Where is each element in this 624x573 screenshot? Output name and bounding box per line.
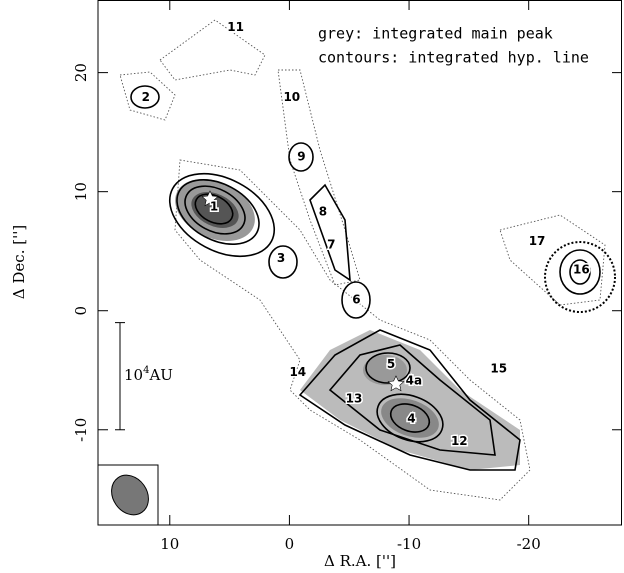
x-tick-label: -20 bbox=[517, 535, 541, 553]
frame bbox=[97, 0, 622, 526]
x-tick-label: -10 bbox=[397, 535, 421, 553]
y-tick-label: -10 bbox=[72, 418, 90, 442]
source-label: 4a bbox=[406, 373, 422, 387]
y-tick-label: 10 bbox=[72, 182, 90, 201]
source-label: 8 bbox=[319, 204, 327, 218]
x-axis-label: Δ R.A. [''] bbox=[324, 552, 396, 570]
source-label: 3 bbox=[277, 251, 285, 265]
source-label: 16 bbox=[573, 263, 590, 277]
source-label: 6 bbox=[352, 293, 360, 307]
source-label: 4 bbox=[407, 412, 415, 426]
legend-text: contours: integrated hyp. line bbox=[318, 49, 589, 67]
source-label: 12 bbox=[451, 434, 468, 448]
scale-bar-exponent: 4 bbox=[143, 365, 149, 376]
source-label: 15 bbox=[490, 362, 507, 376]
legend-text: grey: integrated main peak bbox=[318, 25, 553, 43]
y-tick-label: 0 bbox=[72, 306, 90, 316]
emission-map bbox=[119, 19, 616, 501]
beam bbox=[111, 474, 149, 516]
y-tick-label: 20 bbox=[72, 63, 90, 82]
source-label: 9 bbox=[297, 150, 305, 164]
scale-bar-label: 104AU bbox=[124, 365, 173, 385]
source-label: 14 bbox=[289, 365, 306, 379]
source-label: 5 bbox=[387, 357, 395, 371]
x-tick-label: 0 bbox=[285, 535, 295, 553]
source-label: 11 bbox=[227, 20, 244, 34]
scale-bar-unit: AU bbox=[148, 366, 172, 384]
source-label: 10 bbox=[283, 90, 300, 104]
contours bbox=[130, 85, 616, 471]
source-label: 1 bbox=[210, 200, 218, 214]
scale-bar-base: 10 bbox=[124, 366, 143, 384]
source-label: 2 bbox=[142, 90, 150, 104]
y-axis-label: Δ Dec. [''] bbox=[10, 225, 28, 299]
x-tick-label: 10 bbox=[160, 535, 179, 553]
source-label: 13 bbox=[346, 391, 363, 405]
source-label: 17 bbox=[529, 234, 546, 248]
source-label: 7 bbox=[327, 238, 335, 252]
